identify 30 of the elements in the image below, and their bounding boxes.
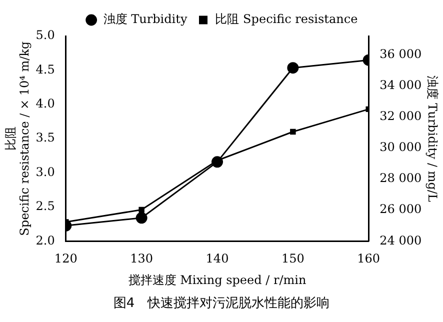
y2-tick-label: 30 000 [380, 140, 422, 154]
y2-axis-title: 浊度 Turbidity / mg/L [426, 75, 440, 202]
point [212, 156, 223, 168]
y-tick-label: 4.0 [36, 96, 55, 111]
y2-tick-label: 36 000 [380, 46, 422, 61]
x-tick-label: 140 [206, 252, 229, 266]
x-tick-label: 130 [130, 252, 154, 266]
point [138, 206, 144, 213]
x-tick-label: 160 [357, 252, 380, 266]
y2-tick-label: 26 000 [380, 202, 422, 216]
y-tick-label: 2.5 [36, 199, 55, 214]
y2-tick-label: 34 000 [380, 78, 422, 92]
point [287, 62, 299, 74]
y2-tick-label: 32 000 [380, 108, 422, 123]
y-tick-label: 3.0 [36, 164, 55, 179]
point [290, 128, 296, 135]
text: 图4 快速搅拌对污泥脱水性能的影响 [112, 295, 331, 312]
x-tick-label: 150 [281, 252, 304, 266]
y-tick-label: 4.5 [36, 62, 55, 76]
point [136, 212, 148, 224]
y-axis-title: 比阻 Specific resistance / × 10⁴ m/kg [3, 41, 32, 236]
x-axis-title: 搅拌速度 Mixing speed / r/min [128, 272, 306, 287]
y2-tick-label: 28 000 [380, 171, 422, 186]
y-tick-label: 2.0 [36, 233, 55, 248]
legend-label: 比阻 Specific resistance [215, 12, 358, 26]
y-tick-label: 5.0 [36, 28, 55, 42]
y2-tick-label: 24 000 [380, 233, 422, 248]
x-tick-label: 120 [54, 252, 78, 266]
legend-label: 浊度 Turbidity [103, 12, 188, 26]
y-tick-label: 3.5 [36, 130, 55, 145]
